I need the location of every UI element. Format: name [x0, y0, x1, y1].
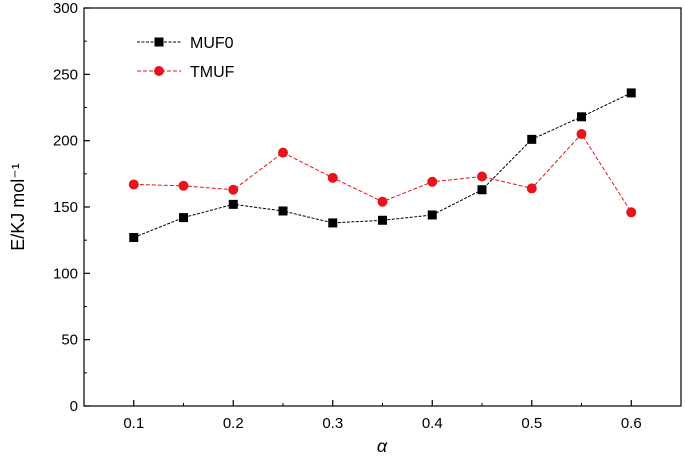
- plot-frame: [83, 7, 682, 407]
- data-point-square: [129, 233, 139, 243]
- y-tick-label: 250: [53, 66, 78, 83]
- data-point-square: [228, 199, 238, 209]
- series-line: [133, 92, 632, 238]
- data-point-circle: [327, 172, 338, 183]
- y-tick-label: 300: [53, 0, 78, 17]
- data-point-square: [427, 210, 437, 220]
- x-tick-label: 0.4: [422, 415, 443, 432]
- series-tmuf: [128, 129, 637, 218]
- data-point-square: [527, 134, 537, 144]
- data-point-square: [278, 206, 288, 216]
- x-axis-label: α: [377, 436, 388, 456]
- series-muf0: [129, 88, 636, 243]
- series-layer: [128, 88, 637, 243]
- data-point-square: [477, 185, 487, 195]
- data-point-square: [179, 213, 188, 223]
- data-point-circle: [576, 129, 587, 140]
- data-point-square: [328, 218, 338, 228]
- data-point-circle: [526, 183, 537, 194]
- legend: MUF0 TMUF: [137, 35, 235, 81]
- data-point-square: [577, 112, 586, 122]
- data-point-square: [378, 215, 387, 225]
- y-tick-label: 150: [53, 199, 78, 216]
- x-tick-label: 0.1: [123, 415, 144, 432]
- y-axis: 0 50 100 150 200 250 300: [53, 0, 90, 415]
- data-point-circle: [128, 179, 139, 190]
- data-point-circle: [178, 180, 189, 191]
- x-tick-label: 0.2: [223, 415, 244, 432]
- data-point-circle: [228, 184, 239, 195]
- data-point-circle: [377, 196, 388, 207]
- y-tick-label: 100: [53, 265, 78, 282]
- legend-label: MUF0: [190, 35, 234, 52]
- x-tick-label: 0.5: [521, 415, 542, 432]
- data-point-circle: [477, 171, 487, 182]
- x-tick-label: 0.6: [621, 415, 642, 432]
- legend-marker-circle: [154, 66, 164, 76]
- legend-marker-square: [154, 37, 164, 47]
- y-tick-label: 200: [53, 133, 78, 150]
- y-tick-label: 0: [70, 398, 78, 415]
- data-point-circle: [427, 176, 438, 187]
- x-tick-label: 0.3: [322, 415, 343, 432]
- data-point-circle: [278, 147, 288, 158]
- legend-label: TMUF: [190, 64, 235, 81]
- x-axis: 0.1 0.2 0.3 0.4 0.5 0.6: [123, 400, 642, 432]
- data-point-square: [626, 88, 636, 98]
- y-axis-label: E/KJ mol⁻¹: [8, 163, 28, 251]
- y-tick-label: 50: [61, 332, 78, 349]
- data-point-circle: [626, 207, 637, 218]
